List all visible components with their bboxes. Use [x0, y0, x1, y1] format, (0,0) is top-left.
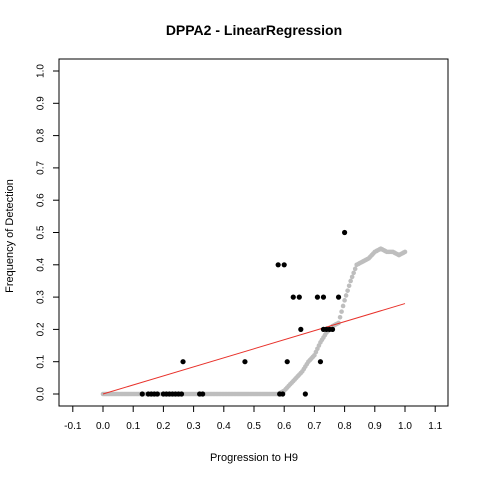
x-tick-label: -0.1: [64, 421, 82, 432]
observed-point: [178, 391, 185, 397]
observed-point: [281, 262, 287, 268]
x-tick-label: 0.1: [126, 421, 140, 432]
x-tick-label: 0.6: [277, 421, 291, 432]
observed-point: [329, 326, 336, 332]
smoothed-point: [343, 293, 349, 298]
observed-point: [317, 359, 324, 365]
observed-point: [275, 262, 281, 268]
observed-point: [296, 294, 302, 300]
plot-area: -0.1 0.0 0.1 0.2 0.3 0.4 0.5 0.6 0.7 0.8 0.9 1.0 1.1…: [36, 58, 449, 432]
y-axis-label: Frequency of Detection: [4, 179, 16, 293]
y-tick-label: 0.2: [36, 322, 47, 336]
x-axis-label: Progression to H9: [210, 452, 298, 464]
y-tick-label: 0.9: [36, 96, 47, 110]
chart-title: DPPA2 - LinearRegression: [166, 22, 342, 38]
observed-point: [320, 294, 327, 300]
y-tick-label: 0.0: [36, 387, 47, 401]
smoothed-point: [348, 278, 353, 284]
observed-point: [154, 391, 160, 397]
observed-point: [242, 359, 248, 365]
observed-point: [280, 391, 286, 397]
y-tick-label: 0.4: [36, 257, 47, 271]
smoothed-point: [340, 303, 346, 309]
observed-point: [284, 359, 290, 365]
y-tick-label: 0.6: [36, 193, 47, 207]
smoothed-point: [345, 288, 350, 293]
smoothed-point: [352, 266, 358, 272]
x-tick-label: 1.1: [428, 421, 442, 432]
regression-line: [102, 303, 406, 395]
x-tick-label: 0.5: [247, 421, 261, 432]
y-tick-label: 0.3: [36, 290, 47, 304]
observed-point: [290, 294, 296, 300]
y-tick-label: 0.1: [36, 354, 47, 368]
x-tick-label: 0.9: [368, 421, 382, 432]
smoothed-point: [342, 298, 347, 303]
x-tick-label: 0.2: [156, 421, 170, 432]
observed-point: [302, 391, 308, 397]
y-tick-label: 1.0: [36, 64, 47, 78]
x-tick-label: 0.0: [96, 421, 110, 432]
observed-point: [139, 391, 145, 397]
y-tick-label: 0.5: [36, 225, 47, 239]
observed-point: [180, 359, 186, 365]
smoothed-point: [351, 270, 356, 276]
x-tick-label: 0.7: [307, 421, 321, 432]
smoothed-point: [337, 314, 343, 320]
x-tick-label: 1.0: [398, 421, 412, 432]
x-tick-label: 0.8: [338, 421, 352, 432]
observed-point: [298, 326, 304, 332]
x-tick-label: 0.3: [187, 421, 201, 432]
smoothed-point: [402, 249, 408, 255]
observed-point: [342, 229, 348, 236]
y-tick-label: 0.7: [36, 161, 47, 175]
observed-point: [335, 294, 342, 300]
y-tick-label: 0.8: [36, 128, 47, 142]
smoothed-point: [339, 309, 344, 314]
x-tick-label: 0.4: [217, 421, 231, 432]
smoothed-point: [346, 283, 352, 289]
smoothed-point: [349, 274, 355, 280]
observed-point: [200, 391, 206, 397]
observed-point: [314, 294, 321, 300]
